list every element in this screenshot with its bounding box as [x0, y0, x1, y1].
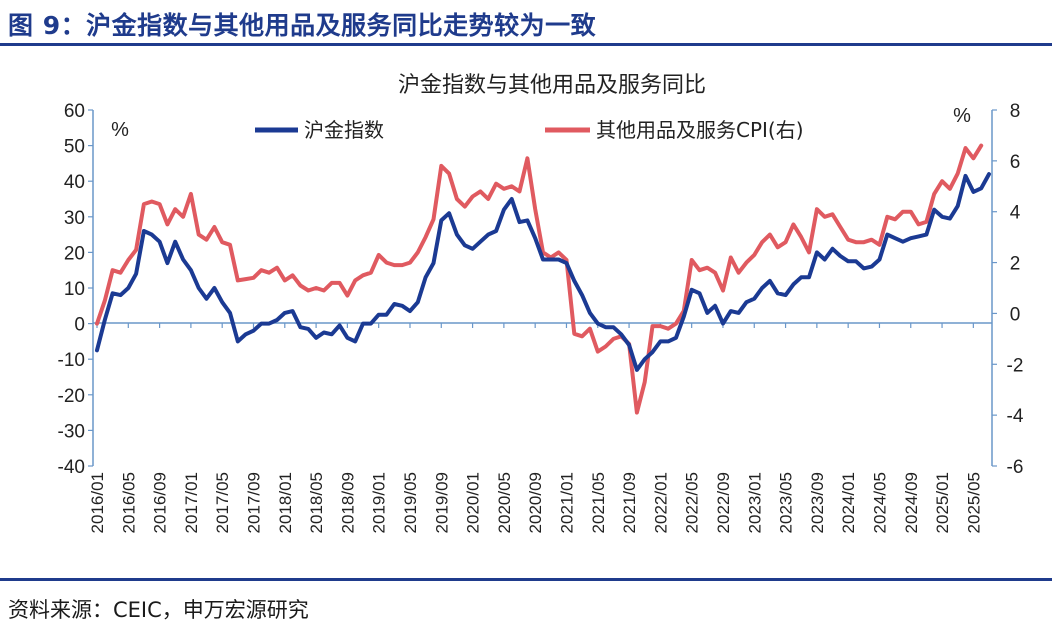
right-axis-unit: %: [953, 105, 971, 127]
left-axis-tick-label: -30: [58, 421, 85, 442]
x-axis-tick-label: 2022/09: [714, 472, 733, 533]
chart-title: 沪金指数与其他用品及服务同比: [398, 73, 706, 98]
x-axis-tick-label: 2018/05: [307, 472, 326, 533]
x-axis-tick-label: 2024/01: [839, 472, 858, 533]
x-axis-tick-label: 2018/09: [338, 472, 357, 533]
legend: 沪金指数 其他用品及服务CPI(右): [255, 118, 804, 142]
legend-label-series-2: 其他用品及服务CPI(右): [596, 118, 804, 142]
header-rule: [0, 43, 1052, 46]
x-axis-tick-label: 2016/05: [119, 472, 138, 533]
series-line-gold-index: [95, 172, 991, 372]
x-axis-tick-label: 2025/05: [964, 472, 983, 533]
left-axis-unit: %: [111, 119, 129, 141]
left-axis-tick-label: 20: [64, 243, 85, 264]
left-axis-tick-label: 30: [64, 208, 85, 229]
legend-label-series-1: 沪金指数: [304, 118, 384, 142]
x-axis-tick-label: 2017/05: [213, 472, 232, 533]
x-axis-tick-label: 2023/01: [745, 472, 764, 533]
x-axis-tick-label: 2016/01: [88, 472, 107, 533]
x-axis-tick-label: 2020/01: [464, 472, 483, 533]
x-axis-tick-label: 2021/09: [620, 472, 639, 533]
x-axis-tick-label: 2021/01: [557, 472, 576, 533]
x-axis-tick-label: 2019/01: [370, 472, 389, 533]
x-axis-tick-label: 2022/05: [683, 472, 702, 533]
x-axis-tick-label: 2024/05: [870, 472, 889, 533]
x-axis-tick-label: 2024/09: [902, 472, 921, 533]
x-axis-tick-label: 2019/05: [401, 472, 420, 533]
x-axis-tick-label: 2023/05: [777, 472, 796, 533]
source-note: 资料来源：CEIC，申万宏源研究: [8, 598, 309, 622]
right-axis-tick-label: 4: [1010, 203, 1021, 224]
x-axis-tick-label: 2016/09: [151, 472, 170, 533]
series-line-other-goods-cpi: [95, 143, 984, 415]
right-axis-tick-label: 2: [1010, 254, 1021, 275]
x-axis-tick-label: 2021/05: [589, 472, 608, 533]
x-axis-tick-label: 2023/09: [808, 472, 827, 533]
right-axis-tick-label: 6: [1010, 152, 1021, 173]
x-axis-tick-label: 2017/09: [244, 472, 263, 533]
x-axis-tick-label: 2019/09: [432, 472, 451, 533]
right-axis-tick-label: 0: [1010, 304, 1021, 325]
footer-rule: [0, 578, 1052, 581]
x-axis-tick-label: 2025/01: [933, 472, 952, 533]
x-axis-tick-label: 2022/01: [651, 472, 670, 533]
left-axis-tick-label: 40: [64, 172, 85, 193]
right-axis-tick-label: -2: [1007, 355, 1024, 376]
x-axis-tick-label: 2018/01: [276, 472, 295, 533]
right-axis-tick-label: -6: [1007, 457, 1024, 478]
left-axis-tick-label: -40: [58, 457, 85, 478]
x-axis-tick-label: 2020/05: [495, 472, 514, 533]
left-axis-tick-label: 50: [64, 137, 85, 158]
figure-title: 图 9：沪金指数与其他用品及服务同比走势较为一致: [8, 11, 597, 40]
left-axis-tick-label: -20: [58, 386, 85, 407]
right-axis-tick-label: 8: [1010, 101, 1021, 122]
left-axis-tick-label: 10: [64, 279, 85, 300]
left-axis-tick-label: 60: [64, 101, 85, 122]
x-axis-tick-label: 2017/01: [182, 472, 201, 533]
left-axis-tick-label: -10: [58, 350, 85, 371]
left-axis-tick-label: 0: [74, 315, 85, 336]
x-axis-tick-label: 2020/09: [526, 472, 545, 533]
right-axis-tick-label: -4: [1007, 406, 1024, 427]
